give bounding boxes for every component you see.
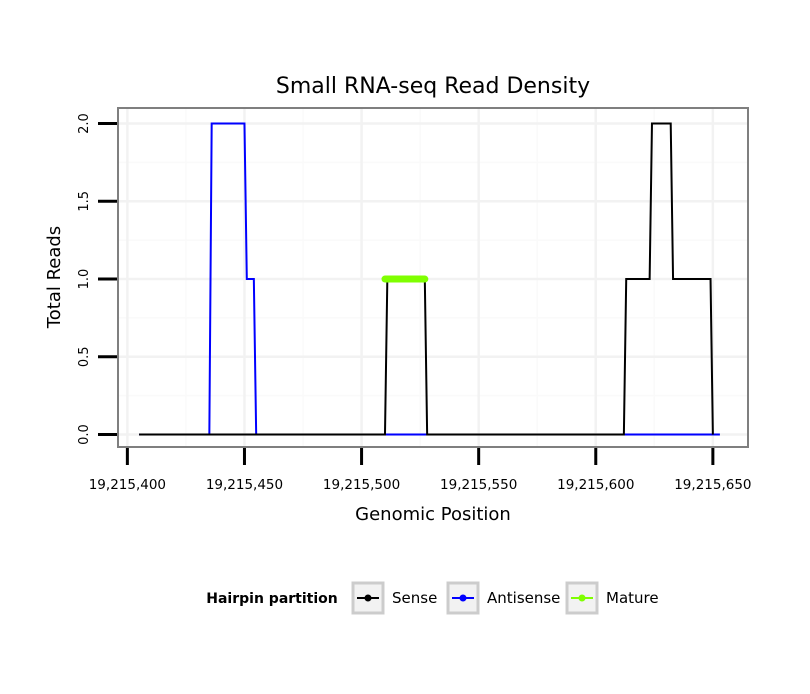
x-tick-label: 19,215,550 — [440, 477, 517, 493]
x-tick-label: 19,215,500 — [323, 477, 400, 493]
legend-marker-antisense — [459, 594, 467, 602]
series-antisense-line — [139, 122, 720, 436]
legend-marker-mature — [578, 594, 586, 602]
plot-background — [118, 108, 748, 447]
series-layer — [139, 122, 720, 436]
legend-label-mature: Mature — [606, 589, 659, 607]
y-axis-label: Total Reads — [44, 226, 65, 329]
y-tick-label: 1.5 — [77, 191, 92, 212]
x-tick-label: 19,215,650 — [674, 477, 751, 493]
y-tick-label: 2.0 — [77, 113, 92, 134]
x-tick-label: 19,215,400 — [89, 477, 166, 493]
legend: Hairpin partition Sense Antisense Mature — [206, 581, 659, 615]
legend-label-sense: Sense — [392, 589, 437, 607]
chart-title: Small RNA-seq Read Density — [276, 74, 590, 99]
y-tick-label: 0.5 — [77, 346, 92, 367]
legend-item-antisense: Antisense — [446, 581, 560, 615]
legend-label-antisense: Antisense — [487, 589, 560, 607]
legend-marker-sense — [364, 594, 372, 602]
y-tick-label: 0.0 — [77, 424, 92, 445]
legend-title: Hairpin partition — [206, 591, 337, 607]
y-tick-label: 1.0 — [77, 269, 92, 290]
x-axis-label: Genomic Position — [355, 504, 511, 525]
plot-border — [117, 107, 749, 448]
x-axis: 19,215,400 19,215,450 19,215,500 19,215,550… — [89, 448, 752, 493]
x-tick-label: 19,215,450 — [206, 477, 283, 493]
y-axis: 0.0 0.5 1.0 1.5 2.0 — [77, 113, 117, 445]
legend-item-mature: Mature — [565, 581, 659, 615]
x-tick-label: 19,215,600 — [557, 477, 634, 493]
legend-item-sense: Sense — [351, 581, 437, 615]
